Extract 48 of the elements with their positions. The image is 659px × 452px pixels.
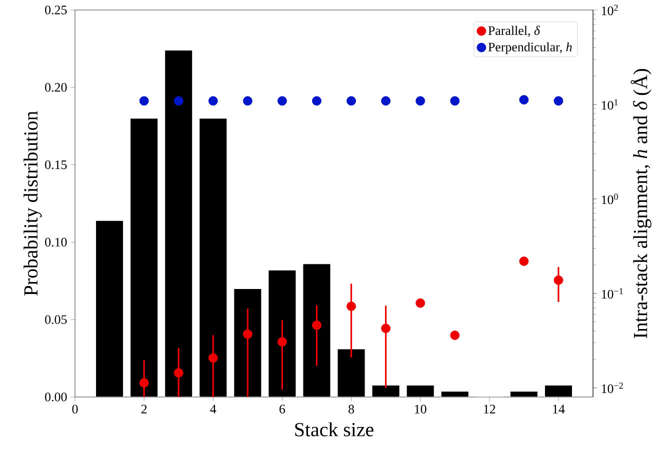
x-tick-label: 12	[484, 404, 496, 414]
point	[312, 320, 322, 330]
legend-label: Perpendicular, h	[488, 42, 572, 54]
point	[346, 302, 356, 311]
point	[346, 96, 356, 106]
y-tick-label: 0.10	[45, 238, 67, 247]
point	[450, 330, 460, 340]
point	[450, 96, 460, 106]
y2-tick-label: 10$^{−2}$	[602, 382, 623, 394]
point	[554, 275, 564, 285]
point	[174, 96, 184, 106]
y2-axis-title: Intra-stack alignment, h and δ (Å)	[630, 69, 652, 338]
point	[554, 96, 564, 106]
point	[139, 96, 149, 106]
x-tick-label: 0	[72, 404, 78, 414]
point	[519, 256, 529, 266]
x-tick-label: 2	[141, 404, 147, 414]
x-tick-label: 10	[415, 404, 426, 414]
point	[278, 96, 287, 106]
point	[208, 353, 218, 363]
y2-tick-label: 10$^{−1}$	[602, 288, 623, 299]
y2-tick-label: 10$^{0}$	[602, 194, 618, 204]
point	[416, 96, 426, 106]
point	[174, 368, 184, 378]
y-axis-title: Probability distribution	[24, 111, 42, 296]
y-tick-label: 0.15	[45, 160, 67, 170]
point	[416, 298, 426, 308]
point	[381, 96, 391, 106]
point	[312, 96, 322, 106]
point	[139, 378, 149, 388]
x-tick-label: 6	[280, 404, 286, 414]
x-tick-label: 4	[210, 404, 216, 414]
y-tick-label: 0.05	[45, 315, 67, 324]
point	[208, 96, 218, 106]
y-tick-label: 0.25	[45, 6, 67, 14]
legend-label: Parallel, δ	[488, 26, 540, 37]
x-tick-label: 8	[348, 404, 354, 414]
point	[242, 96, 252, 106]
point	[381, 324, 391, 334]
y-tick-label: 0.00	[45, 392, 67, 402]
point	[242, 329, 252, 339]
y2-tick-label: 10$^{2}$	[602, 4, 618, 16]
x-tick-label: 14	[553, 404, 565, 414]
y-tick-label: 0.20	[45, 83, 67, 92]
point	[519, 95, 529, 105]
x-axis-title: Stack size	[295, 422, 374, 436]
point	[278, 337, 287, 347]
y2-tick-label: 10$^{1}$	[602, 99, 618, 110]
